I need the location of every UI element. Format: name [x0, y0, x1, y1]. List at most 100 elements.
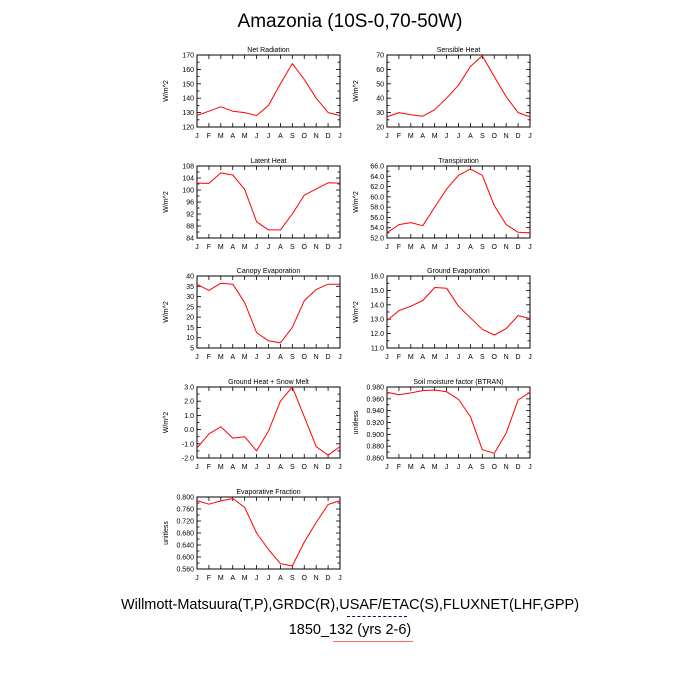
panel-9-xtick-label-11: D	[326, 575, 331, 582]
panel-4-xtick-label-8: S	[480, 244, 485, 251]
panel-7-xtick-label-5: J	[255, 464, 259, 471]
panel-2-xtick-label-10: N	[504, 133, 509, 140]
panel-3-frame	[196, 165, 341, 239]
panel-3-xtick-label-8: S	[290, 244, 295, 251]
panel-8-ytick-label-2: 0.880	[366, 444, 384, 451]
panel-8-xtick-label-10: N	[504, 464, 509, 471]
panel-8-ytick-label-8: 0.940	[366, 408, 384, 415]
panel-9-ytick-label-4: 0.640	[176, 543, 194, 550]
panel-1-ylabel: W/m^2	[163, 80, 170, 102]
panel-7-xtick-label-9: O	[302, 464, 308, 471]
panel-8-ytick-label-10: 0.960	[366, 396, 384, 403]
panel-4-xtick-label-5: J	[445, 244, 449, 251]
panel-5-ytick-label-5: 30	[186, 294, 194, 301]
panel-8-ytick-label-6: 0.920	[366, 420, 384, 427]
panel-6-xtick-label-3: A	[420, 354, 425, 361]
panel-6-title: Ground Evaporation	[427, 268, 490, 275]
panel-6-ytick-label-4: 13.0	[370, 317, 384, 324]
panel-9-ytick-label-12: 0.800	[176, 495, 194, 502]
panel-3-xtick-label-7: A	[278, 244, 283, 251]
panel-8-title: Soil moisture factor (BTRAN)	[413, 379, 503, 386]
panel-5-ylabel: W/m^2	[163, 301, 170, 323]
panel-5-xtick-label-7: A	[278, 354, 283, 361]
panel-4-xtick-label-4: M	[432, 244, 438, 251]
panel-3-ytick-label-2: 88	[186, 224, 194, 231]
panel-3-ytick-label-8: 100	[182, 188, 194, 195]
panel-6-ylabel: W/m^2	[353, 301, 360, 323]
panel-7-series-line	[196, 386, 341, 456]
panel-1-ytick-label-10: 170	[182, 53, 194, 60]
panel-6-xtick-label-0: J	[385, 354, 389, 361]
panel-8-xtick-label-3: A	[420, 464, 425, 471]
panel-8-xtick-label-5: J	[445, 464, 449, 471]
panel-4-xtick-label-0: J	[385, 244, 389, 251]
panel-7-ytick-label-6: 1.0	[184, 413, 194, 420]
panel-1-series-line	[196, 63, 341, 116]
panel-8-series-line	[386, 389, 531, 454]
panel-1-xtick-label-8: S	[290, 133, 295, 140]
panel-8-ytick-label-12: 0.980	[366, 385, 384, 392]
panel-7-xtick-label-6: J	[267, 464, 271, 471]
panel-3-xtick-label-12: J	[338, 244, 342, 251]
panel-6-xtick-label-11: D	[516, 354, 521, 361]
panel-6-xtick-label-6: J	[457, 354, 461, 361]
panel-2-xtick-label-5: J	[445, 133, 449, 140]
panel-2-frame	[386, 54, 531, 128]
panel-9-xtick-label-4: M	[242, 575, 248, 582]
panel-6-frame	[386, 275, 531, 349]
legend-dash-line	[347, 616, 407, 617]
panel-6-xtick-label-10: N	[504, 354, 509, 361]
panel-6-ytick-label-10: 16.0	[370, 274, 384, 281]
panel-2-xtick-label-11: D	[516, 133, 521, 140]
panel-4-title: Transpiration	[438, 158, 479, 165]
panel-8-xtick-label-4: M	[432, 464, 438, 471]
panel-8-ytick-label-4: 0.900	[366, 432, 384, 439]
panel-6-xtick-label-5: J	[445, 354, 449, 361]
panel-7-xtick-label-2: M	[218, 464, 224, 471]
panel-1-xtick-label-10: N	[314, 133, 319, 140]
panel-3-xtick-label-2: M	[218, 244, 224, 251]
panel-8-xtick-label-1: F	[397, 464, 401, 471]
panel-2-xtick-label-8: S	[480, 133, 485, 140]
panel-4-frame	[386, 165, 531, 239]
panel-5-ytick-label-6: 35	[186, 284, 194, 291]
panel-5-frame	[196, 275, 341, 349]
panel-9-ytick-label-10: 0.760	[176, 507, 194, 514]
panel-2-ytick-label-6: 50	[376, 81, 384, 88]
panel-7-title: Ground Heat + Snow Melt	[228, 379, 309, 386]
panel-3-xtick-label-3: A	[230, 244, 235, 251]
panel-5-ytick-label-7: 40	[186, 274, 194, 281]
panel-2-ytick-label-8: 60	[376, 67, 384, 74]
panel-4-ytick-label-2: 54.0	[370, 225, 384, 232]
panel-7-ytick-label-0: -2.0	[182, 456, 194, 463]
panel-1-ytick-label-2: 130	[182, 110, 194, 117]
panel-7-ytick-label-10: 3.0	[184, 385, 194, 392]
panel-9-xtick-label-7: A	[278, 575, 283, 582]
panel-2-ylabel: W/m^2	[353, 80, 360, 102]
panel-7-xtick-label-7: A	[278, 464, 283, 471]
panel-5-xtick-label-12: J	[338, 354, 342, 361]
panel-1-xtick-label-5: J	[255, 133, 259, 140]
panel-2-xtick-label-1: F	[397, 133, 401, 140]
panel-5-xtick-label-10: N	[314, 354, 319, 361]
panel-2-ytick-label-0: 20	[376, 125, 384, 132]
panel-4-ytick-label-4: 56.0	[370, 215, 384, 222]
panel-3-xtick-label-4: M	[242, 244, 248, 251]
panel-7-xtick-label-4: M	[242, 464, 248, 471]
case-caption: 1850_132 (yrs 2-6)	[288, 622, 412, 638]
panel-2-xtick-label-12: J	[528, 133, 532, 140]
panel-3-xtick-label-9: O	[302, 244, 308, 251]
panel-4-xtick-label-12: J	[528, 244, 532, 251]
panel-5-xtick-label-9: O	[302, 354, 308, 361]
panel-4-ylabel: W/m^2	[353, 191, 360, 213]
panel-2-xtick-label-9: O	[492, 133, 498, 140]
panel-3-ylabel: W/m^2	[163, 191, 170, 213]
panel-1-xtick-label-9: O	[302, 133, 308, 140]
panel-8-xtick-label-6: J	[457, 464, 461, 471]
panel-9-xtick-label-12: J	[338, 575, 342, 582]
panel-9-xtick-label-2: M	[218, 575, 224, 582]
panel-4-xtick-label-7: A	[468, 244, 473, 251]
panel-6-xtick-label-1: F	[397, 354, 401, 361]
panel-1-ytick-label-4: 140	[182, 96, 194, 103]
data-sources-caption: Willmott-Matsuura(T,P),GRDC(R),USAF/ETAC…	[120, 597, 580, 613]
